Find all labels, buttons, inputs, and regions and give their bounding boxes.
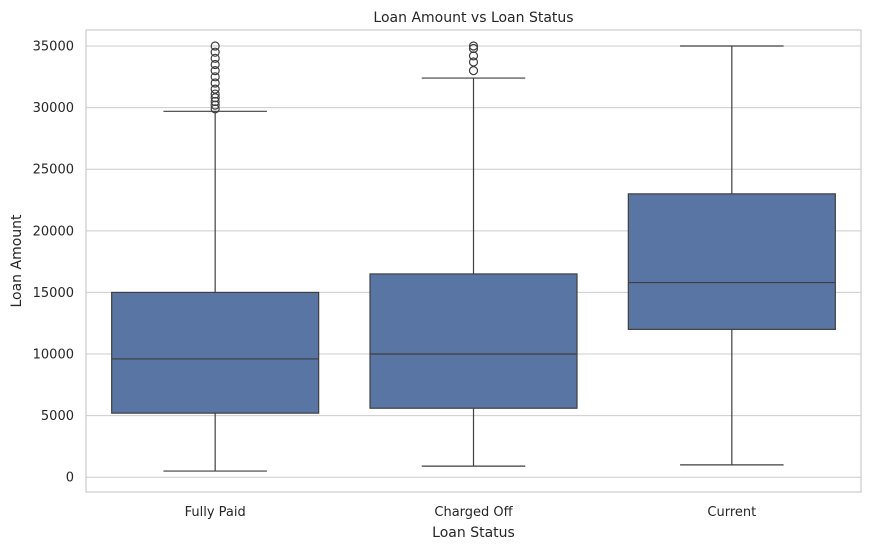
- box-group-charged-off: [369, 41, 578, 467]
- y-tick-label: 10000: [33, 348, 74, 363]
- outlier-point: [468, 57, 479, 67]
- outlier-point: [210, 104, 220, 114]
- x-tick-label: Current: [707, 505, 756, 520]
- y-tick-label: 5000: [41, 409, 74, 424]
- y-tick-label: 20000: [33, 224, 74, 239]
- x-tick-label: Charged Off: [434, 505, 513, 520]
- x-axis-label: Loan Status: [432, 525, 515, 541]
- outlier-point: [210, 47, 220, 57]
- y-tick-label: 30000: [33, 101, 74, 116]
- iqr-box: [111, 291, 320, 414]
- chart-title: Loan Amount vs Loan Status: [373, 10, 573, 26]
- outlier-point: [210, 89, 220, 99]
- y-tick-label: 15000: [33, 286, 74, 301]
- outlier-point: [210, 84, 220, 94]
- iqr-box: [369, 273, 578, 409]
- x-tick-labels: Fully Paid Charged Off Current: [185, 505, 757, 520]
- outlier-point: [468, 43, 479, 54]
- box-group-current: [627, 45, 836, 466]
- y-tick-label: 0: [66, 471, 74, 486]
- box-group-fully-paid: [111, 41, 320, 472]
- outlier-point: [210, 53, 220, 63]
- outlier-point: [210, 72, 220, 82]
- y-axis-label: Loan Amount: [9, 214, 25, 308]
- outlier-point: [468, 51, 479, 61]
- y-tick-label: 35000: [33, 40, 74, 55]
- outlier-point: [468, 41, 479, 51]
- y-tick-labels: 0 5000 10000 15000 20000 25000 30000 35000: [33, 40, 74, 486]
- plot-frame: [85, 29, 862, 493]
- box-series: [111, 41, 836, 472]
- outlier-point: [210, 93, 220, 103]
- outlier-point: [210, 96, 220, 107]
- outlier-point: [468, 66, 479, 76]
- outlier-point: [210, 66, 220, 76]
- outlier-point: [210, 59, 220, 70]
- outlier-point: [210, 41, 220, 51]
- y-tick-label: 25000: [33, 163, 74, 178]
- outlier-point: [210, 100, 220, 110]
- outlier-point: [210, 78, 220, 88]
- x-tick-label: Fully Paid: [185, 505, 246, 520]
- iqr-box: [627, 193, 836, 330]
